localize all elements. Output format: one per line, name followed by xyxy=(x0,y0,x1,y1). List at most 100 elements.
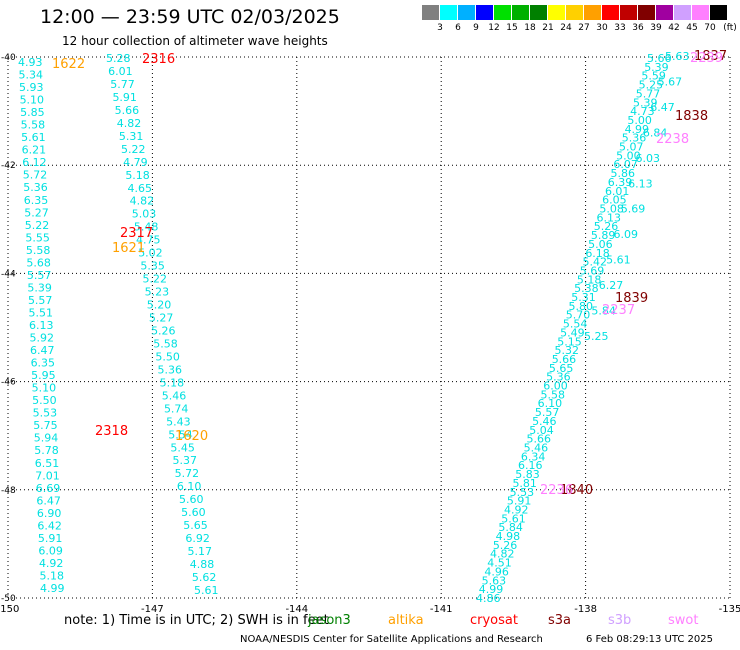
track-c-wave-height: 5.32 xyxy=(554,344,579,357)
track-b-wave-height: 5.18 xyxy=(160,376,185,389)
track-b-wave-height: 5.31 xyxy=(119,130,144,143)
track-a-wave-height: 5.57 xyxy=(28,294,53,307)
track-a-wave-height: 6.47 xyxy=(30,344,55,357)
track-b-wave-height: 5.45 xyxy=(170,441,195,454)
track-d-wave-height: 5.63 xyxy=(665,50,690,63)
longitude-tick-label: -150 xyxy=(0,604,19,615)
track-c-wave-height: 5.59 xyxy=(641,70,666,83)
color-scale-label: 9 xyxy=(473,23,479,33)
track-c-wave-height: 5.39 xyxy=(644,61,669,74)
track-c-wave-height: 5.66 xyxy=(647,52,672,65)
track-c-wave-height: 5.58 xyxy=(540,388,565,401)
track-c-wave-height: 5.26 xyxy=(594,220,619,233)
track-c-wave-height: 4.86 xyxy=(476,592,501,605)
track-d-wave-height: 6.09 xyxy=(613,228,638,241)
color-scale-swatch xyxy=(476,5,493,20)
track-d-wave-height: 6.47 xyxy=(650,101,675,114)
color-scale-unit: (ft) xyxy=(723,23,737,33)
track-a-wave-height: 5.10 xyxy=(32,382,57,395)
color-scale-label: 21 xyxy=(542,23,554,33)
color-scale-label: 27 xyxy=(578,23,590,33)
track-c-wave-height: 5.86 xyxy=(611,167,636,180)
track-a-wave-height: 5.10 xyxy=(20,94,44,107)
latitude-tick-label: -48 xyxy=(1,486,16,496)
color-scale-swatch xyxy=(620,5,637,20)
color-scale-swatch xyxy=(440,5,457,20)
track-b-wave-height: 4.65 xyxy=(127,182,151,195)
track-b-wave-height: 5.72 xyxy=(175,467,200,480)
track-b-wave-height: 5.61 xyxy=(194,584,219,597)
track-c-wave-height: 5.80 xyxy=(569,300,594,313)
latitude-tick-label: -40 xyxy=(1,53,16,63)
color-scale-swatch xyxy=(710,5,727,20)
track-b-wave-height: 5.58 xyxy=(153,337,178,350)
track-c-wave-height: 5.69 xyxy=(580,264,605,277)
track-b-wave-height: 5.17 xyxy=(188,545,213,558)
track-c-wave-height: 5.26 xyxy=(493,539,518,552)
track-a-wave-height: 5.18 xyxy=(39,569,64,582)
track-b-wave-height: 6.01 xyxy=(108,65,132,78)
track-a-wave-height: 5.51 xyxy=(28,306,52,319)
pass-time-label: 2237 xyxy=(602,303,635,318)
longitude-tick-label: -138 xyxy=(574,604,597,615)
track-a-wave-height: 5.57 xyxy=(27,269,52,282)
color-scale-swatch xyxy=(548,5,565,20)
track-b-wave-height: 6.10 xyxy=(177,480,202,493)
track-d-wave-height: 5.67 xyxy=(658,75,683,88)
track-b-wave-height: 5.03 xyxy=(132,208,157,221)
latitude-tick-label: -42 xyxy=(1,161,16,171)
track-c-wave-height: 4.73 xyxy=(630,105,655,118)
track-a-wave-height: 5.93 xyxy=(19,81,44,94)
track-c-wave-height: 5.04 xyxy=(529,424,554,437)
track-c-wave-height: 6.16 xyxy=(518,459,543,472)
color-scale-label: 45 xyxy=(686,23,698,33)
color-scale-swatch xyxy=(458,5,475,20)
track-a-wave-height: 5.53 xyxy=(33,407,58,420)
track-a-wave-height: 6.35 xyxy=(24,194,48,207)
track-a-wave-height: 6.69 xyxy=(36,482,61,495)
longitude-tick-label: -144 xyxy=(285,604,308,615)
color-scale-label: 70 xyxy=(704,23,716,33)
track-c-wave-height: 6.00 xyxy=(543,380,568,393)
color-scale-label: 12 xyxy=(488,23,500,33)
track-c-wave-height: 5.25 xyxy=(639,79,664,92)
track-c-wave-height: 5.07 xyxy=(619,141,644,154)
track-a-wave-height: 5.58 xyxy=(26,244,51,257)
pass-time-label: 1622 xyxy=(52,57,85,72)
track-c-wave-height: 4.51 xyxy=(487,557,512,570)
track-b-wave-height: 5.65 xyxy=(183,519,208,532)
track-d-wave-height: 6.13 xyxy=(628,177,653,190)
color-scale-swatch xyxy=(422,5,439,20)
generated-timestamp: 6 Feb 08:29:13 UTC 2025 xyxy=(586,634,713,645)
track-b-wave-height: 4.82 xyxy=(117,117,142,130)
track-b-wave-height: 5.20 xyxy=(147,299,172,312)
longitude-tick-label: -135 xyxy=(719,604,740,615)
track-c-wave-height: 6.18 xyxy=(585,247,610,260)
track-c-wave-height: 4.99 xyxy=(625,123,650,136)
track-c-wave-height: 6.39 xyxy=(608,176,633,189)
track-b-wave-height: 5.66 xyxy=(115,104,139,117)
track-a-wave-height: 5.78 xyxy=(34,444,59,457)
track-c-wave-height: 5.46 xyxy=(532,415,557,428)
track-a-wave-height: 6.51 xyxy=(35,457,60,470)
longitude-tick-label: -141 xyxy=(430,604,453,615)
track-c-wave-height: 5.66 xyxy=(526,433,551,446)
track-c-wave-height: 6.05 xyxy=(602,194,627,207)
track-a-wave-height: 6.35 xyxy=(31,357,55,370)
track-c-wave-height: 5.08 xyxy=(599,202,624,215)
mission-legend-s3a: s3a xyxy=(548,613,572,628)
track-a-wave-height: 5.68 xyxy=(26,256,50,269)
pass-time-label: 2318 xyxy=(95,424,128,439)
track-a-wave-height: 6.13 xyxy=(29,319,54,332)
track-c-wave-height: 5.15 xyxy=(557,335,582,348)
track-b-wave-height: 5.28 xyxy=(106,52,131,65)
track-d-wave-height: 6.27 xyxy=(599,279,624,292)
track-c-wave-height: 5.54 xyxy=(563,318,588,331)
track-b-wave-height: 4.75 xyxy=(136,234,161,247)
color-scale-label: 36 xyxy=(632,23,644,33)
track-c-wave-height: 5.36 xyxy=(622,132,647,145)
track-a-wave-height: 4.92 xyxy=(39,557,64,570)
track-c-wave-height: 6.34 xyxy=(521,450,546,463)
color-scale-label: 6 xyxy=(455,23,461,33)
